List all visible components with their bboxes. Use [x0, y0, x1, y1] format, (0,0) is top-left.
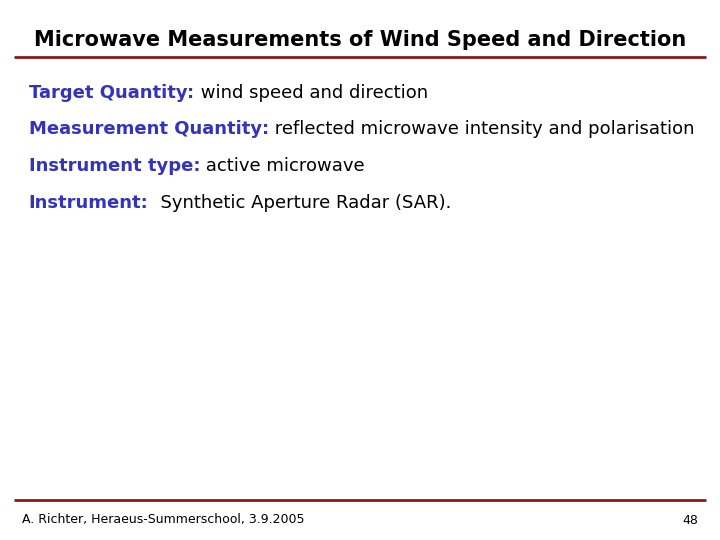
Text: wind speed and direction: wind speed and direction: [194, 84, 428, 102]
Text: active microwave: active microwave: [200, 157, 365, 175]
Text: reflected microwave intensity and polarisation: reflected microwave intensity and polari…: [269, 120, 695, 138]
Text: :: :: [262, 120, 269, 138]
Text: :: :: [187, 84, 194, 102]
Text: Target Quantity: Target Quantity: [29, 84, 187, 102]
Text: Synthetic Aperture Radar (SAR).: Synthetic Aperture Radar (SAR).: [148, 194, 451, 212]
Text: Microwave Measurements of Wind Speed and Direction: Microwave Measurements of Wind Speed and…: [34, 30, 686, 50]
Text: Measurement Quantity: Measurement Quantity: [29, 120, 262, 138]
Text: Instrument:: Instrument:: [29, 194, 148, 212]
Text: A. Richter, Heraeus-Summerschool, 3.9.2005: A. Richter, Heraeus-Summerschool, 3.9.20…: [22, 514, 304, 526]
Text: 48: 48: [683, 514, 698, 526]
Text: Instrument type:: Instrument type:: [29, 157, 200, 175]
